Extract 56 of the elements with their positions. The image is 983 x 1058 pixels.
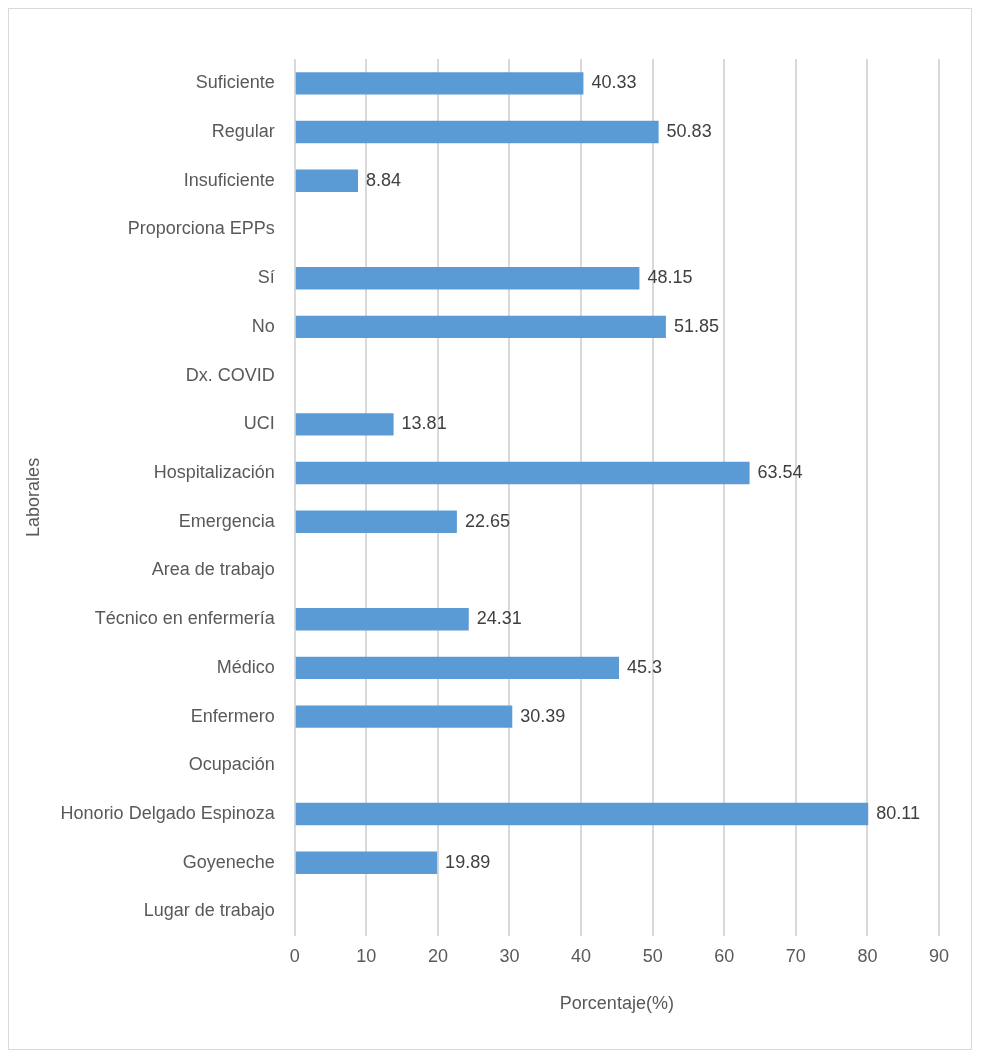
x-tick-label: 30 bbox=[499, 945, 520, 966]
bar bbox=[295, 169, 359, 192]
bar bbox=[295, 461, 750, 485]
y-tick-label: Lugar de trabajo bbox=[143, 900, 275, 921]
bar bbox=[295, 120, 659, 144]
bar bbox=[295, 267, 640, 290]
data-label: 48.15 bbox=[647, 267, 693, 288]
y-tick-label: Sí bbox=[257, 267, 275, 288]
data-label: 80.11 bbox=[876, 802, 920, 823]
data-label: 40.33 bbox=[591, 72, 637, 93]
y-tick-label: Dx. COVID bbox=[185, 364, 275, 385]
data-label: 24.31 bbox=[476, 608, 522, 629]
x-tick-label: 40 bbox=[571, 945, 592, 966]
x-tick-label: 70 bbox=[785, 945, 806, 966]
bar bbox=[295, 413, 394, 436]
y-tick-label: Area de trabajo bbox=[151, 559, 275, 580]
x-tick-label: 60 bbox=[714, 945, 735, 966]
y-tick-label: No bbox=[251, 315, 275, 336]
x-tick-label: 90 bbox=[928, 945, 950, 966]
x-axis-title: Porcentaje(%) bbox=[559, 993, 674, 1014]
bar bbox=[295, 315, 666, 339]
y-tick-label: UCI bbox=[243, 413, 275, 434]
x-tick-label: 80 bbox=[857, 945, 878, 966]
y-tick-label: Técnico en enfermería bbox=[94, 608, 276, 629]
data-label: 13.81 bbox=[401, 413, 447, 434]
y-tick-label: Médico bbox=[216, 656, 275, 677]
y-tick-label: Hospitalización bbox=[153, 462, 275, 483]
y-tick-label: Proporciona EPPs bbox=[127, 218, 275, 239]
y-tick-label: Enfermero bbox=[190, 705, 275, 726]
bar bbox=[295, 510, 457, 533]
y-tick-label: Suficiente bbox=[195, 72, 275, 93]
y-tick-label: Regular bbox=[211, 121, 275, 142]
y-tick-label: Honorio Delgado Espinoza bbox=[60, 802, 276, 823]
y-tick-label: Emergencia bbox=[178, 510, 276, 531]
bar bbox=[295, 607, 469, 631]
data-label: 8.84 bbox=[366, 169, 402, 190]
data-label: 19.89 bbox=[445, 851, 491, 872]
bar bbox=[295, 851, 438, 874]
bar bbox=[295, 656, 620, 680]
x-tick-label: 50 bbox=[642, 945, 663, 966]
x-tick-label: 0 bbox=[289, 945, 300, 966]
data-label: 63.54 bbox=[757, 462, 803, 483]
bar bbox=[295, 705, 513, 728]
y-tick-label: Ocupación bbox=[188, 754, 275, 775]
y-axis-title: Laborales bbox=[22, 457, 43, 537]
data-label: 51.85 bbox=[673, 315, 719, 336]
data-label: 50.83 bbox=[666, 121, 712, 142]
bar bbox=[295, 72, 584, 95]
x-tick-label: 20 bbox=[427, 945, 448, 966]
y-tick-label: Goyeneche bbox=[182, 851, 275, 872]
data-label: 45.3 bbox=[627, 656, 663, 677]
bar bbox=[295, 802, 869, 826]
data-label: 30.39 bbox=[520, 705, 566, 726]
x-tick-label: 10 bbox=[356, 945, 377, 966]
y-tick-label: Insuficiente bbox=[183, 169, 275, 190]
data-label: 22.65 bbox=[464, 510, 510, 531]
